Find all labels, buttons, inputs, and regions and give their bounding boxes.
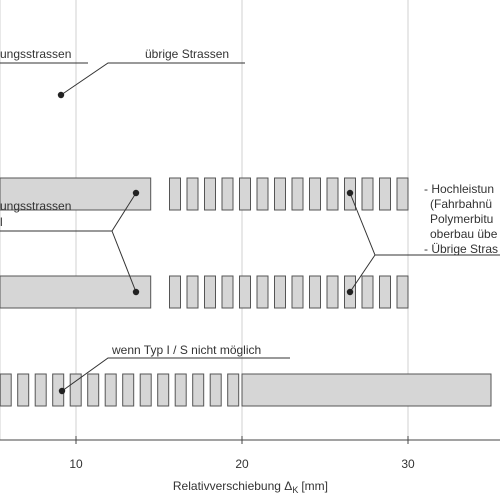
row-3-dash-5 — [326, 275, 339, 309]
label-middle-left-2: l — [0, 215, 3, 229]
row-2-dash-8 — [274, 177, 286, 211]
label-right-3: Polymerbitu — [430, 212, 493, 226]
label-right-4: oberbau übe — [430, 227, 498, 241]
row-3-dash-7 — [291, 275, 304, 309]
x-axis: 10 20 30 — [0, 436, 500, 471]
connector-top — [60, 62, 245, 96]
connector-middle-left-upper — [111, 192, 137, 232]
connector-bottom — [61, 357, 290, 392]
row-4-dash-3 — [192, 373, 205, 407]
row-4-dash-8 — [104, 373, 117, 407]
row-2-dash-1 — [396, 177, 409, 211]
tick-label-20: 20 — [235, 457, 249, 471]
row-2-dash-14 — [169, 177, 181, 211]
row-3-dash-3 — [361, 275, 374, 309]
row-2-dash-12 — [204, 177, 216, 211]
row-4-dash-13 — [17, 373, 30, 407]
axis-title-unit: [mm] — [301, 479, 328, 493]
row-3-dash-8 — [274, 275, 286, 309]
tick-label-10: 10 — [69, 457, 83, 471]
row-2-dash-13 — [186, 177, 199, 211]
row-2-dash-3 — [361, 177, 374, 211]
row-2-solid-bar-1 — [0, 177, 152, 211]
row-3-dash-6 — [309, 275, 321, 309]
row-2-dash-5 — [326, 177, 339, 211]
row-3-dash-12 — [204, 275, 216, 309]
row-3-dash-10 — [239, 275, 251, 309]
row-4-dash-4 — [174, 373, 187, 407]
row-2-dash-11 — [221, 177, 234, 211]
row-4-dash-14 — [0, 373, 12, 407]
label-right-1: - Hochleistun — [424, 182, 494, 196]
dot-bottom — [58, 387, 66, 395]
row-2-dash-10 — [239, 177, 251, 211]
axis-title-sub: K — [292, 485, 298, 495]
marker-dots — [57, 91, 354, 395]
label-top-left: ungsstrassen — [0, 47, 71, 61]
dot-middle-right-lower — [346, 288, 354, 296]
row-2-dash-6 — [309, 177, 321, 211]
row-3-dash-1 — [396, 275, 409, 309]
axis-title: Relativverschiebung ΔK [mm] — [173, 479, 328, 495]
row-2-dash-2 — [379, 177, 391, 211]
row-4-dash-7 — [122, 373, 135, 407]
bars-layer — [0, 177, 492, 407]
tick-label-30: 30 — [401, 457, 415, 471]
dot-middle-left-upper — [132, 189, 140, 197]
dot-middle-left-lower — [132, 288, 140, 296]
axis-title-main: Relativverschiebung Δ — [173, 479, 292, 493]
label-top-right: übrige Strassen — [145, 47, 229, 61]
row-2-dash-9 — [256, 177, 269, 211]
row-4-solid-bar-1 — [241, 373, 492, 407]
dot-top — [57, 91, 65, 99]
row-3-dash-11 — [221, 275, 234, 309]
row-3-dash-14 — [169, 275, 181, 309]
label-right-5: - Übrige Stras — [424, 242, 498, 256]
row-3-solid-bar-1 — [0, 275, 152, 309]
label-bottom-note: wenn Typ I / S nicht möglich — [111, 343, 261, 357]
vertical-gridlines — [0, 0, 409, 440]
dot-middle-right-upper — [346, 189, 354, 197]
label-middle-left-1: ungsstrassen — [0, 199, 71, 213]
row-4-dash-1 — [227, 373, 240, 407]
connector-middle-left-lower — [111, 230, 137, 293]
row-2-dash-7 — [291, 177, 304, 211]
row-3-dash-9 — [256, 275, 269, 309]
connector-middle-right-upper — [349, 192, 376, 256]
connector-lines — [0, 62, 500, 392]
row-4-dash-9 — [87, 373, 100, 407]
row-4-dash-2 — [209, 373, 222, 407]
row-4-dash-12 — [34, 373, 47, 407]
label-right-2: (Fahrbahnü — [430, 197, 492, 211]
row-4-dash-6 — [139, 373, 152, 407]
connector-middle-right-lower — [349, 254, 376, 293]
row-4-dash-5 — [157, 373, 170, 407]
row-3-dash-13 — [186, 275, 199, 309]
row-4-dash-10 — [69, 373, 82, 407]
row-3-dash-2 — [379, 275, 391, 309]
